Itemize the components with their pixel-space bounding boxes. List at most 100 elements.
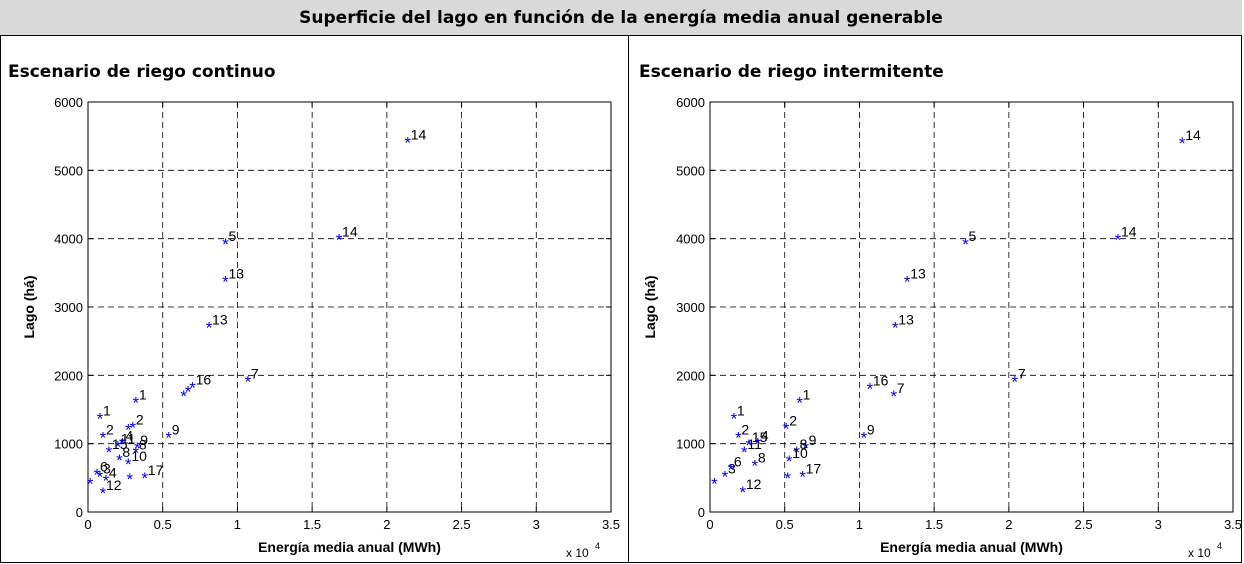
x-axis-label: Energía media anual (MWh) [258, 539, 441, 555]
data-point-label: 8 [122, 444, 130, 460]
data-point-label: 15 [752, 429, 768, 445]
data-point-marker: * [336, 230, 343, 249]
data-point-marker: * [125, 420, 132, 439]
data-point-marker: * [206, 319, 213, 338]
panel-divider [628, 36, 629, 563]
data-point-label: 9 [140, 432, 148, 448]
x-multiplier-exponent: 4 [595, 541, 600, 551]
data-point-marker: * [735, 429, 742, 448]
data-point-marker: * [783, 420, 790, 439]
data-point-label: 14 [342, 223, 358, 239]
data-point-label: 8 [139, 437, 147, 453]
data-point-label: 8 [800, 436, 808, 452]
x-tick-label: 0 [706, 517, 713, 532]
data-point-label: 15 [112, 436, 128, 452]
data-point-marker: * [134, 439, 141, 458]
y-axis-label: Lago (há) [21, 276, 37, 339]
data-point-marker: * [103, 472, 110, 491]
y-tick-label: 5000 [676, 163, 705, 178]
data-point-label: 5 [228, 228, 236, 244]
y-axis-label: Lago (há) [642, 276, 658, 339]
data-point-label: 9 [809, 432, 817, 448]
x-multiplier-label: x 10 [1188, 546, 1211, 560]
x-tick-label: 2.5 [453, 517, 471, 532]
data-point-marker: * [106, 443, 113, 462]
y-tick-label: 1000 [54, 437, 83, 452]
data-point-marker: * [222, 235, 229, 254]
x-tick-label: 1 [234, 517, 241, 532]
figure-header: Superficie del lago en función de la ene… [0, 0, 1242, 36]
y-tick-label: 2000 [54, 368, 83, 383]
data-point-label: 4 [125, 428, 133, 444]
x-tick-label: 0.5 [154, 517, 172, 532]
data-point-marker: * [133, 444, 140, 463]
data-point-label: 13 [898, 312, 914, 328]
data-point-marker: * [100, 484, 107, 503]
data-point-marker: * [130, 418, 137, 437]
data-point-marker: * [728, 461, 735, 480]
data-point-marker: * [180, 387, 187, 406]
chart-continuo: 0 0.5 1 1.5 2 2.5 3 3.5 0 1000 2000 3000 4000 5000 600… [21, 95, 620, 560]
data-point-marker: * [1115, 230, 1122, 249]
x-tick-label: 1.5 [925, 517, 943, 532]
x-axis-label: Energía media anual (MWh) [880, 539, 1063, 555]
data-point-marker: * [799, 467, 806, 486]
y-tick-label: 0 [698, 505, 705, 520]
data-point-marker: * [861, 429, 868, 448]
data-point-label: 8 [758, 450, 766, 466]
data-point-label: 12 [106, 477, 122, 493]
x-tick-label: 0.5 [776, 517, 794, 532]
data-point-marker: * [116, 451, 123, 470]
data-point-marker: * [892, 319, 899, 338]
data-point-label: 1 [803, 387, 811, 403]
data-point-marker: * [731, 409, 738, 428]
x-multiplier-exponent: 4 [1217, 541, 1222, 551]
data-point-marker: * [133, 394, 140, 413]
data-point-marker: * [141, 469, 148, 488]
y-tick-label: 3000 [54, 300, 83, 315]
panel-title-intermitente: Escenario de riego intermitente [639, 62, 944, 82]
data-point-marker: * [404, 133, 411, 152]
y-tick-label: 3000 [676, 300, 705, 315]
x-tick-label: 3 [533, 517, 540, 532]
data-point-label: 10 [792, 445, 808, 461]
y-tick-label: 4000 [54, 232, 83, 247]
data-point-label: 4 [109, 465, 117, 481]
data-point-marker: * [740, 483, 747, 502]
data-point-label: 3 [103, 460, 111, 476]
y-tick-label: 1000 [676, 437, 705, 452]
data-point-marker: * [119, 435, 126, 454]
x-tick-label: 2.5 [1075, 517, 1093, 532]
data-point-label: 5 [969, 228, 977, 244]
data-point-label: 6 [100, 458, 108, 474]
data-point-marker: * [784, 469, 791, 488]
x-tick-label: 2 [1005, 517, 1012, 532]
data-point-label: 1 [103, 402, 111, 418]
data-point-label: 12 [746, 476, 762, 492]
data-point-label: 14 [1185, 127, 1201, 143]
data-point-marker: * [867, 379, 874, 398]
data-point-label: 11 [747, 436, 762, 452]
data-point-marker: * [796, 394, 803, 413]
x-tick-label: 1.5 [303, 517, 321, 532]
data-point-label: 3 [728, 460, 736, 476]
data-point-marker: * [115, 437, 122, 456]
data-point-label: 17 [148, 462, 164, 478]
data-point-marker: * [125, 455, 132, 474]
data-point-label: 16 [196, 372, 212, 388]
panel-title-continuo: Escenario de riego continuo [8, 62, 276, 82]
data-point-marker: * [97, 409, 104, 428]
data-point-label: 14 [411, 126, 427, 142]
x-tick-label: 3.5 [602, 517, 620, 532]
data-point-marker: * [741, 443, 748, 462]
data-point-marker: * [165, 429, 172, 448]
data-point-marker: * [97, 467, 104, 486]
data-point-marker: * [755, 435, 762, 454]
data-point-marker: * [94, 465, 101, 484]
data-point-marker: * [222, 273, 229, 292]
data-point-label: 2 [789, 413, 797, 429]
data-point-marker: * [802, 439, 809, 458]
data-point-label: 4 [761, 428, 769, 444]
data-point-marker: * [793, 443, 800, 462]
